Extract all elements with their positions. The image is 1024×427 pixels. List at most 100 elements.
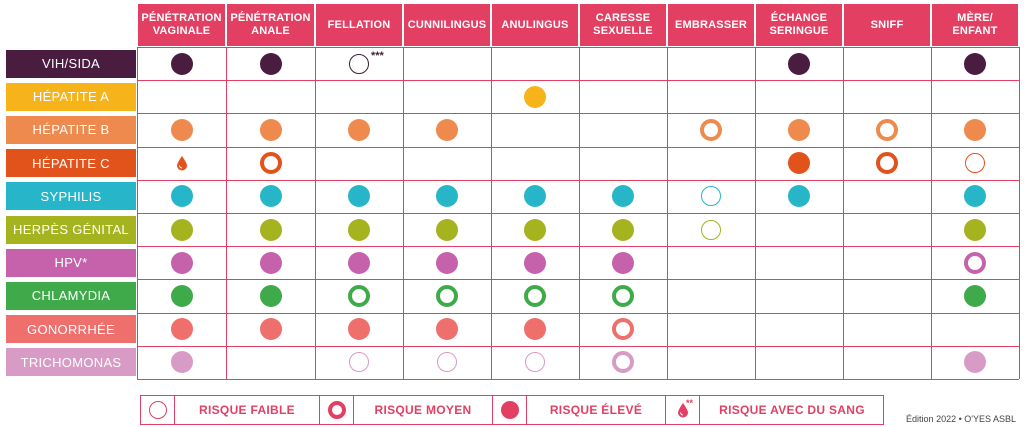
legend-item-eleve: RISQUE ÉLEVÉ (493, 396, 666, 424)
risk-eleve-dot (170, 52, 193, 75)
risk-eleve-dot (964, 285, 986, 307)
row-label: HERPÈS GÉNITAL (6, 215, 136, 244)
grid-line (403, 47, 404, 379)
column-header: ANULINGUS (492, 4, 578, 46)
grid-line (491, 47, 492, 379)
grid-line (137, 146, 1019, 148)
risk-faible-dot (437, 352, 457, 373)
grid-line (137, 80, 1019, 82)
column-header: SNIFF (844, 4, 930, 46)
risk-eleve-dot (348, 185, 370, 208)
risk-faible-dot (701, 219, 721, 240)
risk-moyen-dot (259, 152, 282, 175)
blood-drop-icon (176, 155, 188, 171)
legend-item-moyen: RISQUE MOYEN (320, 396, 493, 424)
grid-line (137, 345, 1019, 347)
risk-eleve-dot (259, 185, 282, 208)
risk-moyen-icon (327, 401, 346, 419)
blood-drop-icon (677, 402, 689, 418)
column-header: FELLATION (316, 4, 402, 46)
risk-eleve-dot (259, 251, 282, 274)
column-header: CARESSE SEXUELLE (580, 4, 666, 46)
edition-credit: Édition 2022 • O'YES ASBL (906, 414, 1016, 424)
column-header: PÉNÉTRATION VAGINALE (138, 4, 225, 46)
risk-faible-icon (148, 401, 167, 419)
column-header: MÈRE/ ENFANT (932, 4, 1018, 46)
column-header: EMBRASSER (668, 4, 754, 46)
risk-moyen-dot (524, 285, 546, 307)
risk-faible-dot (701, 186, 721, 207)
risk-moyen-dot (876, 152, 898, 175)
risk-eleve-dot (524, 85, 546, 108)
grid-line (137, 379, 1019, 380)
risk-faible-dot (525, 352, 545, 373)
risk-moyen-dot (612, 351, 634, 374)
risk-eleve-icon (500, 401, 519, 419)
risk-eleve-dot (259, 119, 282, 141)
risk-eleve-dot (436, 318, 458, 341)
risk-matrix: PÉNÉTRATION VAGINALE PÉNÉTRATION ANALE FEL… (6, 4, 1020, 380)
grid-line (1019, 47, 1020, 379)
grid-line (579, 47, 580, 379)
risk-eleve-dot (612, 218, 634, 241)
risk-faible-dot (349, 352, 369, 373)
risk-eleve-dot (170, 318, 193, 341)
risk-eleve-dot (170, 218, 193, 241)
risk-eleve-dot (259, 52, 282, 75)
grid-line (667, 47, 668, 379)
footnote-mark: ** (686, 398, 694, 408)
legend-symbol (320, 396, 354, 424)
risk-eleve-dot (170, 251, 193, 274)
risk-eleve-dot (436, 251, 458, 274)
legend-symbol (493, 396, 527, 424)
legend-label: RISQUE FAIBLE (199, 403, 295, 417)
row-label: HÉPATITE A (6, 82, 136, 111)
risk-moyen-dot (700, 119, 722, 141)
legend: RISQUE FAIBLE RISQUE MOYEN RISQUE ÉLEVÉ ** R… (140, 395, 884, 425)
risk-eleve-dot (964, 52, 986, 75)
grid-line (137, 179, 1019, 181)
risk-eleve-dot (348, 119, 370, 141)
risk-moyen-dot (612, 318, 634, 341)
grid-line (226, 47, 227, 379)
risk-eleve-dot (436, 185, 458, 208)
grid-line (137, 246, 1019, 248)
grid-line (137, 47, 138, 379)
risk-eleve-dot (612, 185, 634, 208)
grid-line (843, 47, 844, 379)
grid-line (137, 279, 1019, 281)
legend-label: RISQUE ÉLEVÉ (549, 403, 643, 417)
risk-eleve-dot (964, 185, 986, 208)
row-label: SYPHILIS (6, 182, 136, 211)
risk-eleve-dot (170, 185, 193, 208)
risk-eleve-dot (170, 351, 193, 374)
grid-line (137, 47, 1019, 48)
row-label: HÉPATITE C (6, 149, 136, 178)
risk-moyen-dot (964, 251, 986, 274)
risk-eleve-dot (964, 351, 986, 374)
risk-eleve-dot (524, 251, 546, 274)
row-label: VIH/SIDA (6, 49, 136, 78)
risk-faible-dot (349, 53, 369, 74)
risk-eleve-dot (788, 152, 810, 175)
risk-moyen-dot (348, 285, 370, 307)
grid-line (137, 312, 1019, 314)
row-label: CHLAMYDIA (6, 281, 136, 310)
risk-eleve-dot (170, 285, 193, 307)
row-label: TRICHOMONAS (6, 348, 136, 377)
risk-eleve-dot (612, 251, 634, 274)
grid-line (315, 47, 316, 379)
risk-eleve-dot (436, 119, 458, 141)
risk-eleve-dot (788, 185, 810, 208)
grid-line (755, 47, 756, 379)
risk-eleve-dot (348, 218, 370, 241)
risk-eleve-dot (788, 119, 810, 141)
row-label: HPV* (6, 248, 136, 277)
grid-line (137, 113, 1019, 115)
risk-eleve-dot (259, 218, 282, 241)
risk-eleve-dot (524, 218, 546, 241)
column-header: CUNNILINGUS (404, 4, 490, 46)
risk-eleve-dot (259, 318, 282, 341)
legend-item-sang: ** RISQUE AVEC DU SANG (666, 396, 884, 424)
legend-item-faible: RISQUE FAIBLE (141, 396, 320, 424)
